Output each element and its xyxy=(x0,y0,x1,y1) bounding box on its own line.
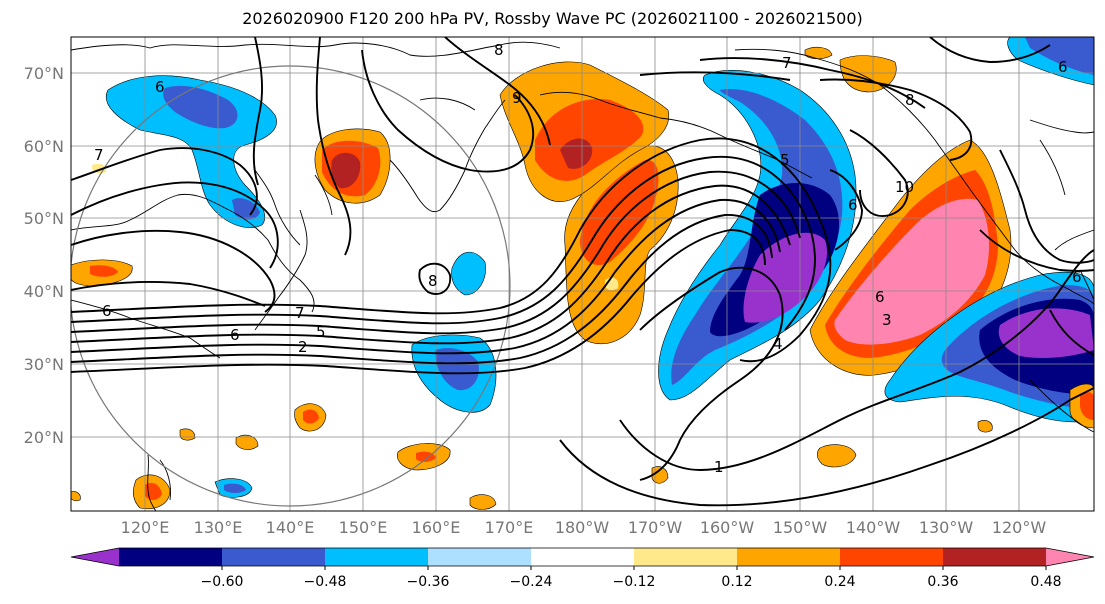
contour-label: 6 xyxy=(875,288,885,306)
colorbar-tick-label: −0.48 xyxy=(304,574,347,590)
lon-label: 140°W xyxy=(846,518,901,537)
contour-label: 8 xyxy=(494,41,504,59)
colorbar-segment xyxy=(840,548,944,566)
pv-contours xyxy=(71,37,1094,507)
colorbar-segment xyxy=(428,548,532,566)
contour-label: 7 xyxy=(295,304,305,322)
map-frame xyxy=(70,36,1095,512)
lon-label: 180°W xyxy=(555,518,610,537)
lat-label: 50°N xyxy=(24,209,64,228)
colorbar-segment xyxy=(325,548,429,566)
contour-label: 2 xyxy=(298,338,308,356)
contour-label: 8 xyxy=(428,272,438,290)
lon-label: 120°W xyxy=(992,518,1047,537)
colorbar-segment xyxy=(943,548,1047,566)
contour-label: 5 xyxy=(316,323,326,341)
colorbar-tick-label: 0.36 xyxy=(927,574,958,590)
colorbar-segment xyxy=(119,548,223,566)
colorbar-outline xyxy=(70,547,1095,567)
lat-label: 70°N xyxy=(24,64,64,83)
colorbar-tick-label: −0.24 xyxy=(510,574,553,590)
contour-label: 5 xyxy=(780,151,790,169)
colorbar-segment xyxy=(737,548,841,566)
map-title: 2026020900 F120 200 hPa PV, Rossby Wave … xyxy=(242,9,863,28)
map-panel: 8 6 9 7 6 7 8 10 6 8 6 7 5 2 6 5 4 6 3 1… xyxy=(71,37,1094,511)
colorbar-tick-label: −0.12 xyxy=(613,574,656,590)
colorbar-extend-high xyxy=(1046,548,1094,566)
contour-label: 9 xyxy=(512,89,522,107)
colorbar: −0.60 −0.48 −0.36 −0.24 −0.12 0.12 0.24 0.36 0.4… xyxy=(70,547,1095,590)
lat-label: 30°N xyxy=(24,355,64,374)
contour-label: 6 xyxy=(230,326,240,344)
colorbar-tick-label: −0.36 xyxy=(407,574,450,590)
lon-label: 170°W xyxy=(628,518,683,537)
lat-labels: 70°N 60°N 50°N 40°N 30°N 20°N xyxy=(24,64,64,447)
lon-label: 170°E xyxy=(485,518,534,537)
lon-label: 160°E xyxy=(412,518,461,537)
contour-label: 8 xyxy=(905,91,915,109)
contour-label-group: 8 6 9 7 6 7 8 10 6 8 6 7 5 2 6 5 4 6 3 1… xyxy=(94,41,1082,476)
lat-label: 20°N xyxy=(24,428,64,447)
contour-label: 6 xyxy=(102,302,112,320)
lon-label: 150°W xyxy=(773,518,828,537)
contour-label: 4 xyxy=(773,335,783,353)
colorbar-segment xyxy=(531,548,635,566)
contour-label: 3 xyxy=(882,311,892,329)
colorbar-tick-label: 0.12 xyxy=(721,574,752,590)
lon-label: 130°W xyxy=(919,518,974,537)
contour-label: 7 xyxy=(94,146,104,164)
lon-label: 130°E xyxy=(194,518,243,537)
contour-label: 7 xyxy=(782,54,792,72)
colorbar-extend-low xyxy=(71,548,119,566)
contour-label: 6 xyxy=(1072,268,1082,286)
lat-label: 60°N xyxy=(24,137,64,156)
lon-label: 150°E xyxy=(339,518,388,537)
great-circle-ring xyxy=(71,65,511,507)
colorbar-tick-label: 0.24 xyxy=(824,574,855,590)
colorbar-tick-label: 0.48 xyxy=(1030,574,1061,590)
colorbar-segment xyxy=(222,548,326,566)
lon-label: 120°E xyxy=(121,518,170,537)
contour-label: 6 xyxy=(155,78,165,96)
contour-label: 6 xyxy=(1058,58,1068,76)
lon-label: 160°W xyxy=(700,518,755,537)
colorbar-tick-label: −0.60 xyxy=(201,574,244,590)
contour-label: 10 xyxy=(895,178,914,196)
colorbar-segment xyxy=(634,548,738,566)
contour-label: 6 xyxy=(848,196,858,214)
lon-labels: 120°E 130°E 140°E 150°E 160°E 170°E 180°… xyxy=(121,518,1047,537)
contour-label: 1 xyxy=(714,458,724,476)
lat-label: 40°N xyxy=(24,282,64,301)
lon-label: 140°E xyxy=(266,518,315,537)
